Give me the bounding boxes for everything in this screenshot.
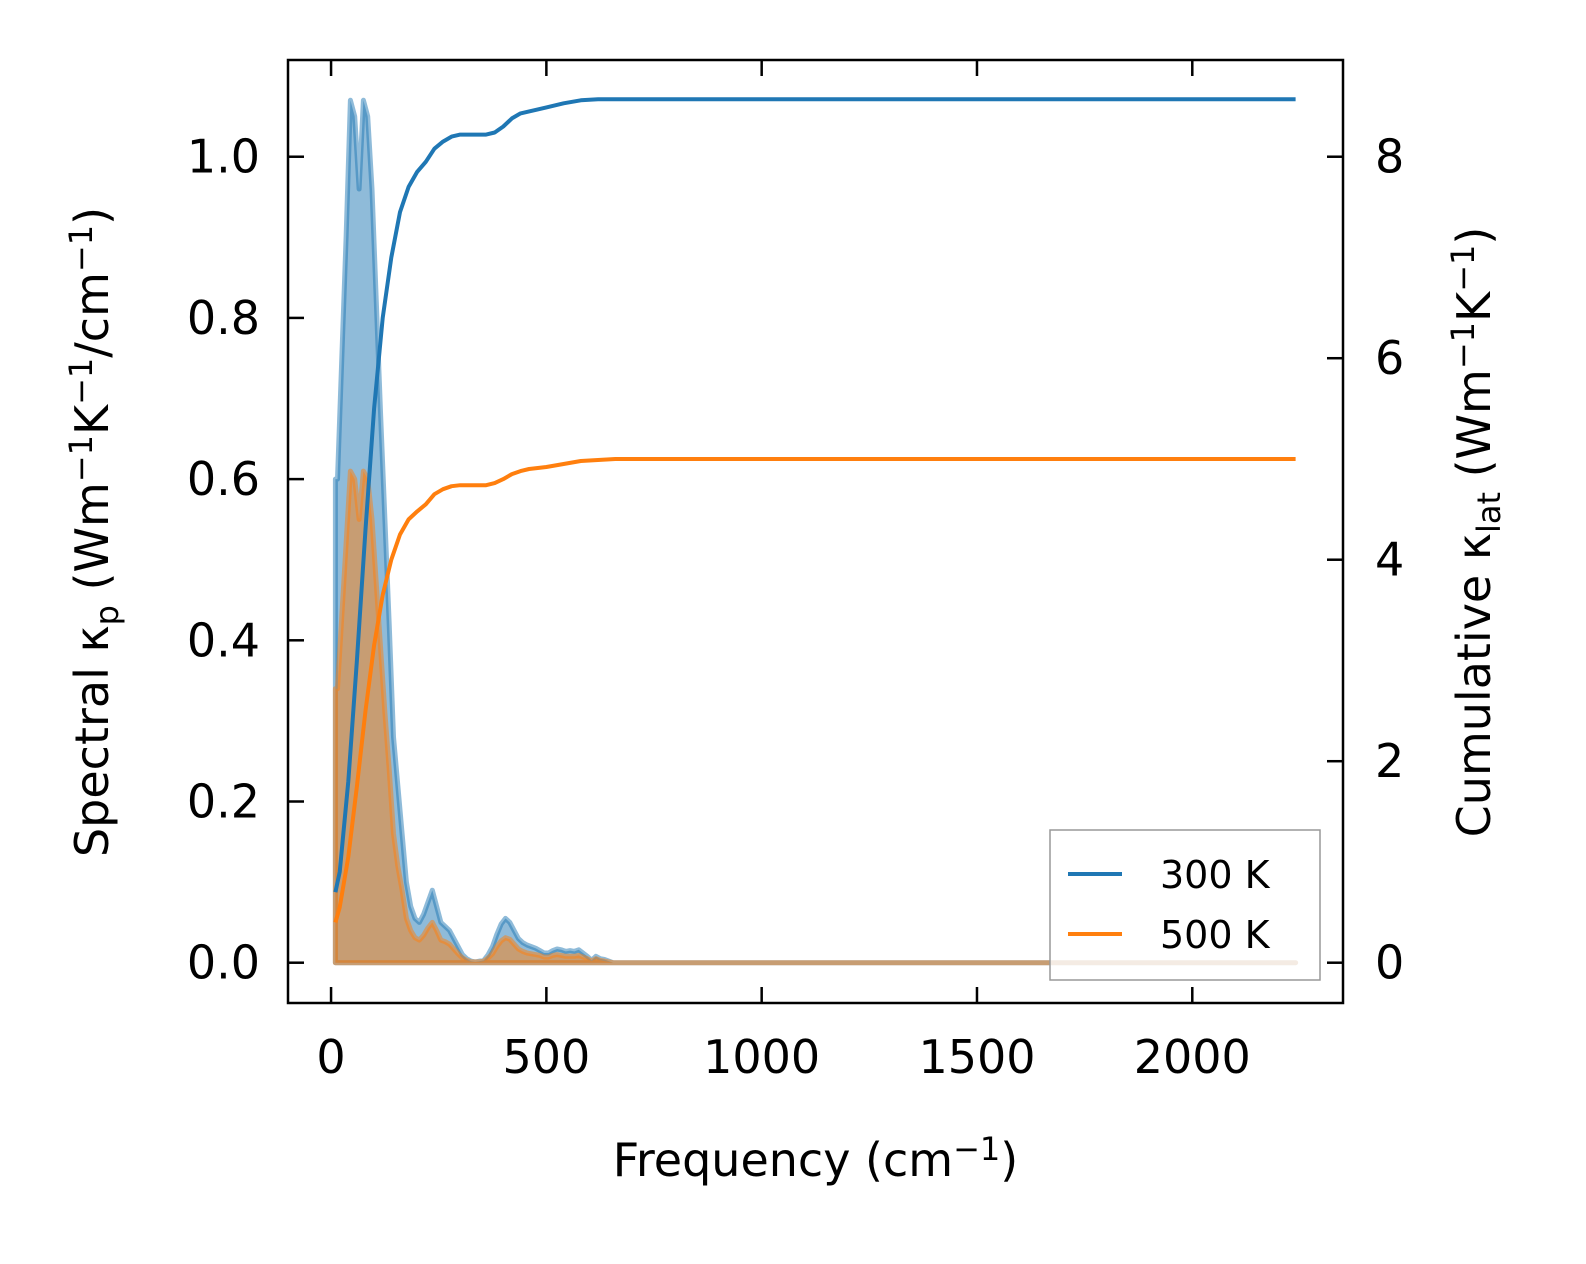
y-right-tick-label: 6	[1375, 331, 1404, 385]
y-left-tick-label: 0.0	[187, 936, 260, 990]
y-right-tick-label: 4	[1375, 533, 1404, 587]
y-left-axis-label: Spectral κp (Wm−1K−1/cm−1)	[62, 207, 126, 857]
plot-area	[332, 97, 1299, 966]
x-tick-label: 500	[502, 1030, 590, 1084]
legend: 300 K 500 K	[1049, 829, 1321, 981]
legend-box	[1049, 829, 1321, 981]
plot-frame	[286, 58, 1345, 1005]
legend-label-300k: 300 K	[1160, 853, 1271, 897]
y-right-tick-label: 2	[1375, 734, 1404, 788]
y-right-tick-label: 8	[1375, 130, 1404, 184]
spectral-area-500k	[332, 468, 1299, 966]
y-left-tick-label: 0.2	[187, 775, 260, 829]
x-axis-label: Frequency (cm−1)	[613, 1130, 1018, 1187]
axis-labels: Frequency (cm−1) Spectral κp (Wm−1K−1/cm−…	[62, 207, 1508, 1187]
x-tick-label: 0	[316, 1030, 345, 1084]
axes: 0 500 1000 1500 2000 0.0 0.2 0.4 0.6 0.8 1.0 0 2 4 6 8	[187, 58, 1404, 1084]
x-tick-label: 1500	[918, 1030, 1035, 1084]
x-tick-label: 2000	[1134, 1030, 1251, 1084]
y-left-tick-label: 0.8	[187, 291, 260, 345]
y-left-tick-label: 0.4	[187, 613, 260, 667]
cumulative-line-300k	[333, 97, 1296, 893]
cumulative-line-500k	[333, 457, 1296, 923]
legend-label-500k: 500 K	[1160, 913, 1271, 957]
y-right-axis-label: Cumulative κlat (Wm−1K−1)	[1444, 227, 1508, 838]
y-left-tick-label: 1.0	[187, 130, 260, 184]
y-left-tick-label: 0.6	[187, 452, 260, 506]
y-right-tick-label: 0	[1375, 936, 1404, 990]
x-tick-label: 1000	[703, 1030, 820, 1084]
